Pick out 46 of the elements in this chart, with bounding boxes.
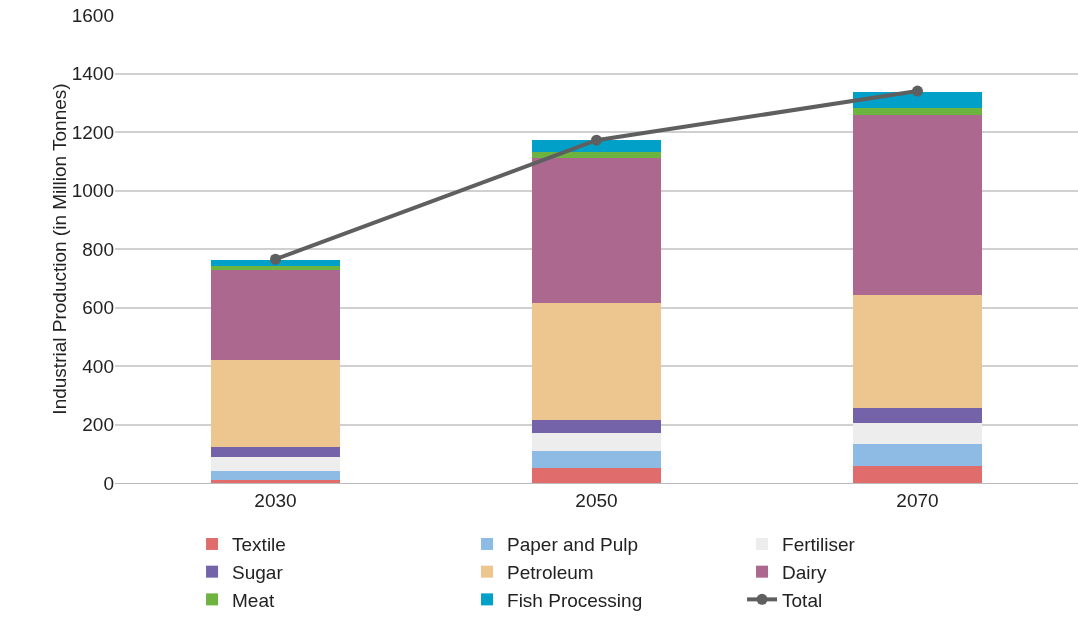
y-tick-label: 0 — [103, 472, 114, 494]
bar — [853, 423, 982, 445]
legend-label: Textile — [232, 534, 286, 556]
y-tick-label: 600 — [82, 297, 114, 319]
bar — [532, 152, 661, 158]
bar — [532, 468, 661, 483]
x-tick-label: 2050 — [575, 489, 618, 511]
legend-label: Fish Processing — [507, 589, 643, 611]
bar — [853, 466, 982, 483]
x-tick-label: 2030 — [254, 489, 297, 511]
bar — [853, 444, 982, 467]
legend-label: Dairy — [782, 562, 827, 584]
bar — [211, 269, 340, 361]
bar — [853, 295, 982, 409]
x-tick-label: 2070 — [896, 489, 939, 511]
y-axis-title: Industrial Production (in Million Tonnes) — [48, 83, 70, 415]
bar — [532, 420, 661, 433]
legend-label: Meat — [232, 589, 275, 611]
y-tick-label: 1000 — [71, 180, 114, 202]
bar — [853, 114, 982, 296]
y-tick-label: 1600 — [71, 4, 114, 26]
legend-label: Fertiliser — [782, 534, 856, 556]
y-tick-label: 1200 — [71, 121, 114, 143]
y-tick-label: 1400 — [71, 63, 114, 85]
bar — [211, 266, 340, 270]
bar — [532, 432, 661, 452]
legend-label: Petroleum — [507, 562, 594, 584]
bar — [211, 479, 340, 483]
point — [591, 134, 602, 146]
legend-label: Sugar — [232, 562, 284, 584]
bar — [532, 451, 661, 469]
bar — [211, 446, 340, 457]
bar — [211, 456, 340, 472]
bar — [853, 408, 982, 424]
bar — [532, 157, 661, 303]
legend-label: Paper and Pulp — [507, 534, 639, 556]
y-tick-label: 800 — [82, 238, 114, 260]
bar — [532, 302, 661, 421]
point — [270, 253, 281, 265]
legend-label: Total — [782, 589, 823, 611]
bar — [211, 471, 340, 480]
point — [912, 85, 923, 97]
bar — [211, 360, 340, 447]
bar — [853, 108, 982, 115]
y-tick-label: 200 — [82, 414, 114, 436]
y-tick-label: 400 — [82, 355, 114, 377]
